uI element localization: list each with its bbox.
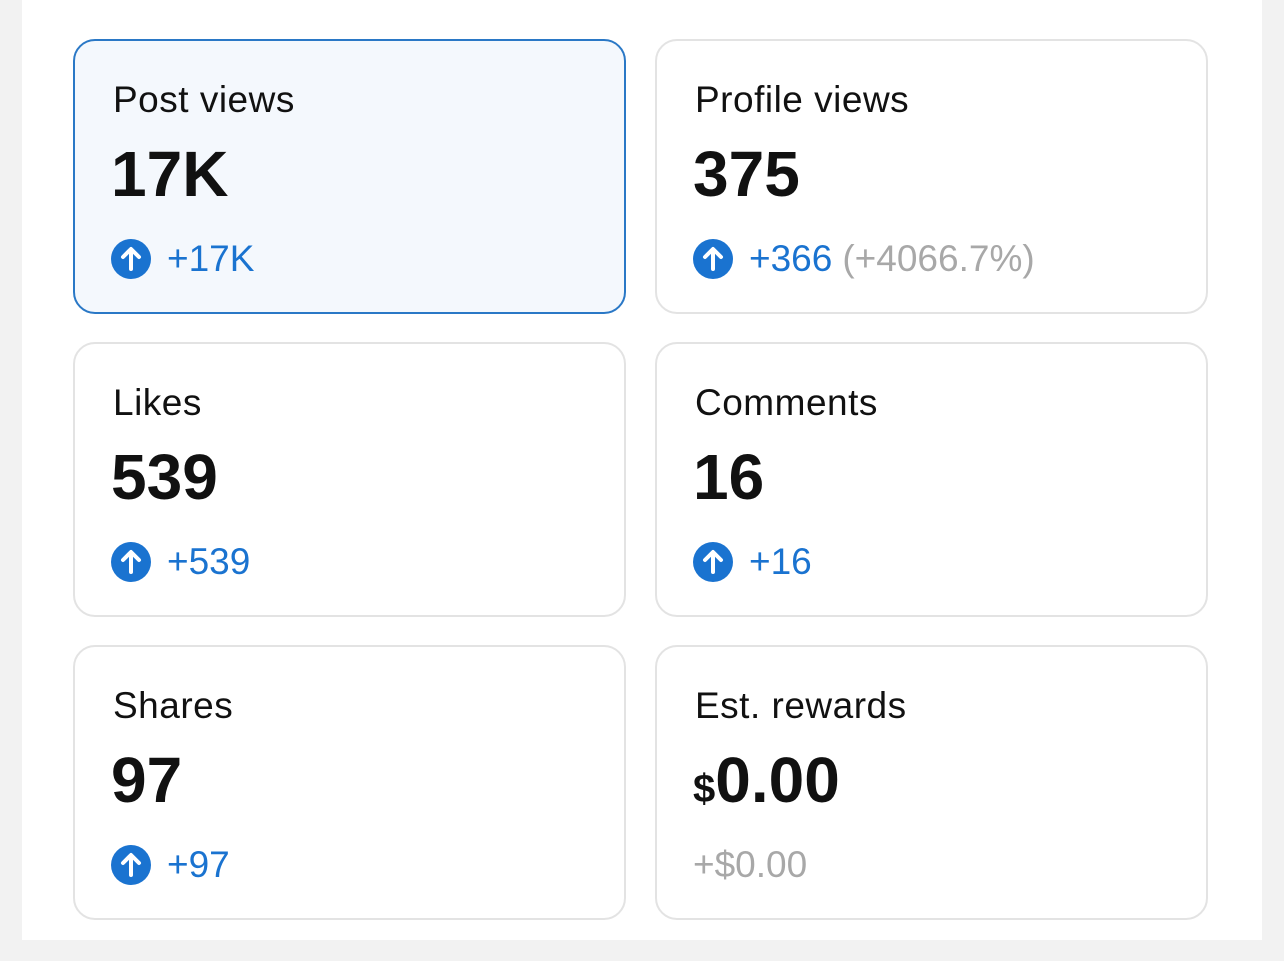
change-value: +17K xyxy=(167,238,255,279)
change-row: +97 xyxy=(111,843,230,887)
change-value: +539 xyxy=(167,541,251,582)
change-value: +97 xyxy=(167,844,230,885)
trend-up-icon xyxy=(111,845,151,885)
stat-label: Profile views xyxy=(695,79,910,120)
stat-card[interactable]: Profile views 375 +366 (+4066.7%) xyxy=(655,39,1208,314)
change-value: +16 xyxy=(749,541,812,582)
trend-up-icon xyxy=(111,239,151,279)
change-row: +539 xyxy=(111,540,250,584)
change-row: +16 xyxy=(693,540,812,584)
stat-card[interactable]: Est. rewards $0.00 +$0.00 xyxy=(655,645,1208,920)
stat-value: 16 xyxy=(693,440,764,514)
change-value: +$0.00 xyxy=(693,844,808,885)
stat-card[interactable]: Comments 16 +16 xyxy=(655,342,1208,617)
stat-card[interactable]: Likes 539 +539 xyxy=(73,342,626,617)
change-percent: (+4066.7%) xyxy=(842,238,1035,279)
stat-number: 17K xyxy=(111,138,229,210)
change-value: +366 xyxy=(749,238,833,279)
stat-number: 97 xyxy=(111,744,183,816)
change-row: +$0.00 xyxy=(693,843,807,887)
stat-label: Comments xyxy=(695,382,878,423)
trend-up-icon xyxy=(693,542,733,582)
stat-label: Shares xyxy=(113,685,234,726)
change-row: +366 (+4066.7%) xyxy=(693,237,1035,281)
currency-symbol: $ xyxy=(693,767,716,811)
stat-label: Est. rewards xyxy=(695,685,907,726)
stat-number: 539 xyxy=(111,441,218,513)
stats-panel: Post views 17K +17K Profile views 375 +366 (+4… xyxy=(22,0,1262,940)
stat-number: 375 xyxy=(693,138,800,210)
change-row: +17K xyxy=(111,237,254,281)
stat-card[interactable]: Shares 97 +97 xyxy=(73,645,626,920)
stat-card[interactable]: Post views 17K +17K xyxy=(73,39,626,314)
stat-label: Likes xyxy=(113,382,202,423)
stat-value: $0.00 xyxy=(693,743,840,817)
trend-up-icon xyxy=(111,542,151,582)
stat-value: 17K xyxy=(111,137,228,211)
stat-label: Post views xyxy=(113,79,295,120)
stat-number: 0.00 xyxy=(715,744,840,816)
stat-number: 16 xyxy=(693,441,765,513)
trend-up-icon xyxy=(693,239,733,279)
stat-value: 375 xyxy=(693,137,800,211)
stat-value: 97 xyxy=(111,743,182,817)
stat-value: 539 xyxy=(111,440,218,514)
